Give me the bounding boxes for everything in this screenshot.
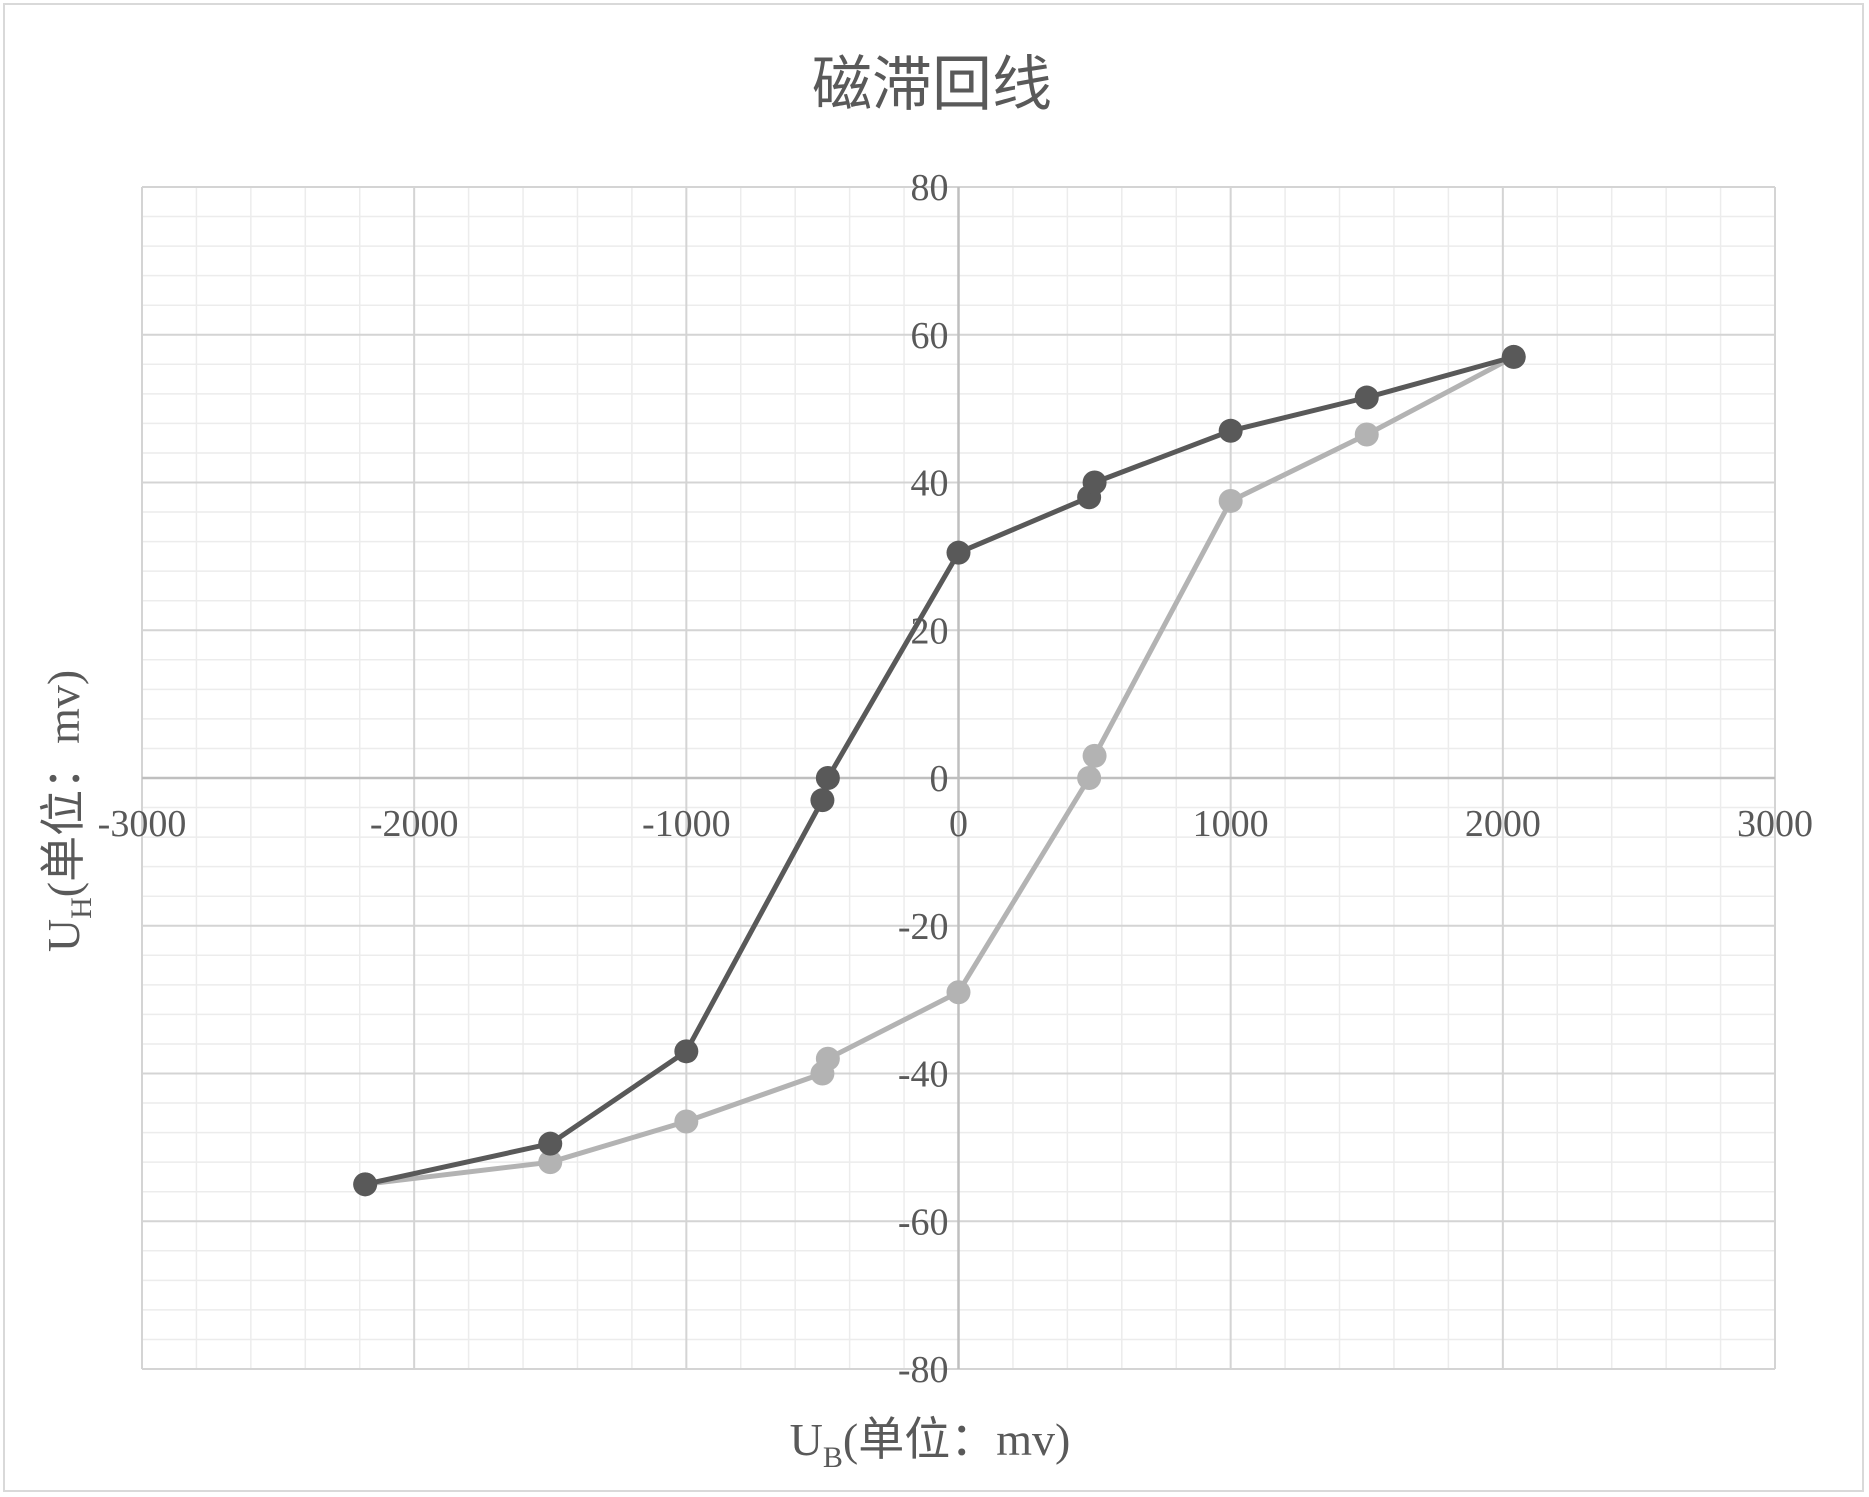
y-tick-label: 80 <box>911 167 949 209</box>
data-point <box>1082 470 1107 495</box>
x-tick-label: -1000 <box>642 803 731 845</box>
y-tick-label: 20 <box>911 610 949 652</box>
data-point <box>1077 766 1102 790</box>
y-tick-label: -80 <box>898 1349 949 1391</box>
data-point <box>674 1039 699 1064</box>
x-tick-label: 2000 <box>1465 803 1541 845</box>
x-tick-label: 1000 <box>1193 803 1269 845</box>
data-point <box>1354 422 1379 447</box>
x-axis-label-rest: (单位：mv) <box>843 1414 1070 1465</box>
data-point <box>538 1150 563 1175</box>
y-tick-label: 40 <box>911 463 949 505</box>
data-point <box>538 1131 563 1156</box>
hysteresis-chart: -3000 -2000 -1000 0 1000 2000 3000 80 60 40 20 0 -20… <box>38 52 1813 1474</box>
x-axis-label-sub: B <box>823 1441 843 1474</box>
y-tick-label: 0 <box>930 758 949 800</box>
chart-frame: -3000 -2000 -1000 0 1000 2000 3000 80 60 40 20 0 -20… <box>3 3 1864 1492</box>
data-point <box>674 1109 699 1134</box>
x-tick-label: 0 <box>949 803 968 845</box>
y-tick-label: -20 <box>898 906 949 948</box>
series-layer <box>353 344 1526 1197</box>
data-point <box>1082 743 1107 768</box>
x-tick-label: 3000 <box>1737 803 1813 845</box>
chart-title: 磁滞回线 <box>812 52 1052 118</box>
data-point <box>1501 344 1526 369</box>
axes <box>142 187 1775 1369</box>
y-axis-label-sub: H <box>65 897 98 919</box>
y-tick-label: 60 <box>911 315 949 357</box>
data-point <box>810 788 835 813</box>
data-point <box>946 540 971 565</box>
x-axis-label-main: U <box>790 1414 823 1465</box>
data-point <box>1218 488 1243 513</box>
data-point <box>353 1172 378 1197</box>
y-axis-label-main: U <box>38 919 89 952</box>
data-point <box>1354 385 1379 410</box>
x-tick-label: -3000 <box>98 803 187 845</box>
tick-labels: -3000 -2000 -1000 0 1000 2000 3000 80 60 40 20 0 -20… <box>98 167 1813 1391</box>
y-tick-label: -40 <box>898 1054 949 1096</box>
x-axis-label: UB(单位：mv) <box>790 1414 1071 1474</box>
data-point <box>815 1046 840 1071</box>
data-point <box>1218 418 1243 443</box>
y-tick-label: -60 <box>898 1201 949 1243</box>
y-axis-label: UH(单位：mv) <box>38 670 98 952</box>
y-axis-label-rest: (单位：mv) <box>38 670 89 897</box>
data-point <box>815 766 840 790</box>
data-point <box>946 980 971 1005</box>
x-tick-label: -2000 <box>370 803 459 845</box>
